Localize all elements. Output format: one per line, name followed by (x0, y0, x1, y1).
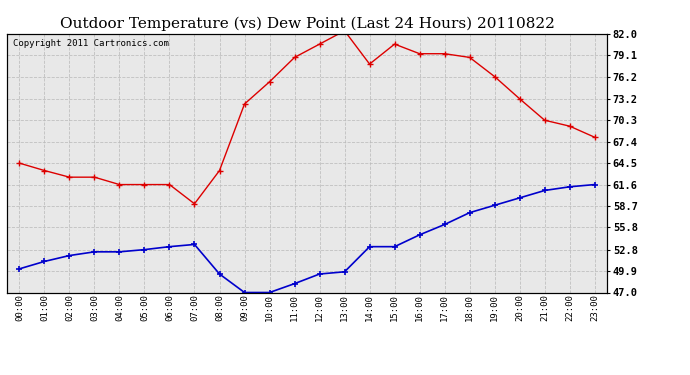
Text: Copyright 2011 Cartronics.com: Copyright 2011 Cartronics.com (13, 39, 169, 48)
Title: Outdoor Temperature (vs) Dew Point (Last 24 Hours) 20110822: Outdoor Temperature (vs) Dew Point (Last… (59, 17, 555, 31)
